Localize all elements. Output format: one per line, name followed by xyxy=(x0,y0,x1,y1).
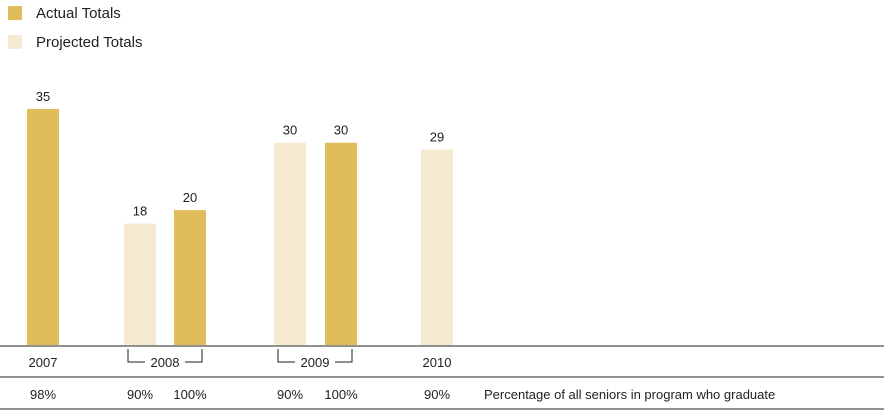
bar-value-label: 29 xyxy=(430,129,444,144)
year-label: 2008 xyxy=(151,355,180,370)
bar-2008-projected xyxy=(124,223,156,345)
bar-value-label: 30 xyxy=(334,123,348,138)
bracket-2009-left xyxy=(277,349,295,363)
bar-2010-projected xyxy=(421,149,453,345)
percent-label: 98% xyxy=(30,387,56,402)
legend-item-projected: Projected Totals xyxy=(8,32,142,52)
legend-label-actual: Actual Totals xyxy=(36,4,121,22)
bar-2008-actual xyxy=(174,210,206,345)
bar-2007-actual xyxy=(27,109,59,345)
percent-row-label: Percentage of all seniors in program who… xyxy=(484,387,775,402)
percent-label: 100% xyxy=(324,387,358,402)
percent-label: 100% xyxy=(173,387,207,402)
bar-2009-actual xyxy=(325,142,357,345)
bar-value-label: 30 xyxy=(283,123,297,138)
year-label: 2010 xyxy=(423,355,452,370)
bar-2009-projected xyxy=(274,142,306,345)
legend-label-projected: Projected Totals xyxy=(36,33,143,51)
bar-value-label: 35 xyxy=(36,89,50,104)
percent-label: 90% xyxy=(424,387,450,402)
bar-value-label: 20 xyxy=(183,190,197,205)
percent-label: 90% xyxy=(277,387,303,402)
legend-item-actual: Actual Totals xyxy=(8,3,121,23)
year-label: 2009 xyxy=(301,355,330,370)
bracket-2008-left xyxy=(127,349,145,363)
percent-label: 90% xyxy=(127,387,153,402)
legend-swatch-projected xyxy=(8,35,22,49)
year-label: 2007 xyxy=(29,355,58,370)
bracket-2009-right xyxy=(335,349,353,363)
bar-value-label: 18 xyxy=(133,204,147,219)
legend-swatch-actual xyxy=(8,6,22,20)
bracket-2008-right xyxy=(185,349,203,363)
